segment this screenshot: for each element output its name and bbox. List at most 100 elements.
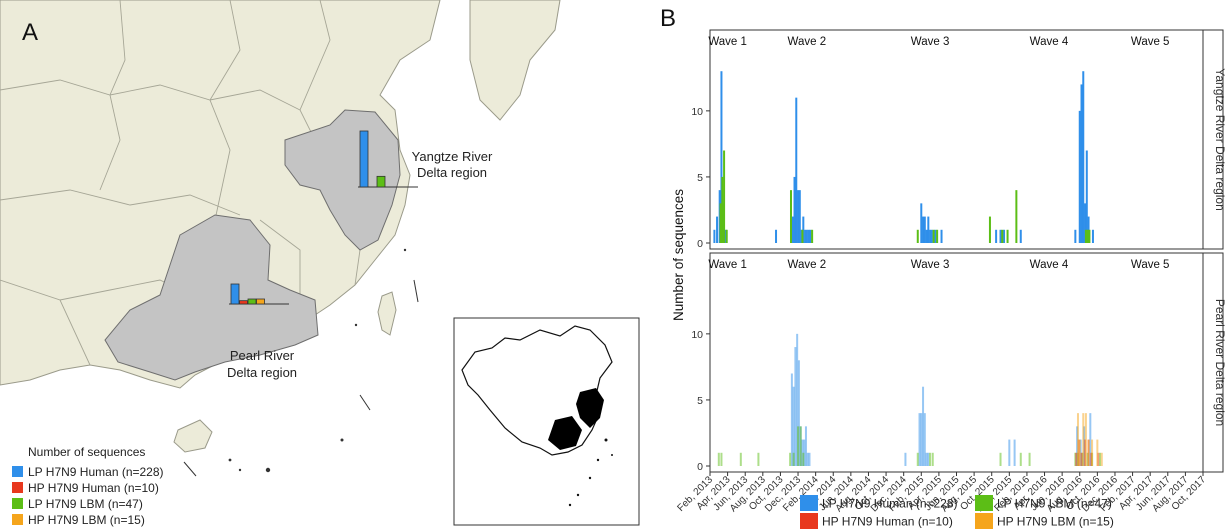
chart-legend-swatch	[800, 495, 818, 511]
data-bar	[1084, 229, 1087, 243]
chart-legend-label: LP H7N9 LBM (n=47)	[997, 497, 1112, 511]
data-bar	[1085, 150, 1088, 243]
data-bar	[802, 216, 805, 243]
data-bar	[1084, 203, 1087, 243]
data-bar	[925, 452, 928, 466]
wave-label: Wave 4	[1030, 259, 1069, 271]
data-bar	[1019, 452, 1022, 466]
data-bar	[927, 452, 930, 466]
data-bar	[934, 229, 937, 243]
wave-label: Wave 2	[788, 259, 827, 271]
chart-panel: B Number of sequences Yangtze River Delt…	[660, 5, 1225, 529]
data-bar	[936, 229, 939, 243]
data-bar	[922, 386, 925, 466]
data-bar	[923, 216, 926, 243]
wave-label: Wave 5	[1131, 259, 1170, 271]
data-bar	[1028, 452, 1031, 466]
data-bar	[791, 216, 794, 243]
map-legend-swatch	[12, 466, 23, 477]
data-bar	[723, 150, 726, 243]
data-bar	[795, 97, 798, 244]
chart-legend-swatch	[975, 513, 993, 529]
data-bar	[1001, 229, 1004, 243]
data-bar	[1087, 439, 1090, 466]
data-bar	[804, 426, 807, 466]
data-bar	[1078, 439, 1081, 466]
data-bar	[804, 229, 807, 243]
wave-label: Wave 3	[911, 36, 950, 48]
data-bar	[999, 452, 1002, 466]
data-bar	[797, 360, 800, 466]
panel-b-letter: B	[660, 5, 676, 32]
data-bar	[794, 347, 797, 466]
chart-legend-label: LP H7N9 Human (n=228)	[822, 497, 958, 511]
data-bar	[790, 373, 793, 466]
data-bar	[1096, 439, 1099, 466]
chart-facets: Yangtze River Delta region 0 5 10 Wave 1 Wave…	[691, 29, 1225, 473]
data-bar	[717, 452, 720, 466]
data-bar	[811, 229, 814, 243]
data-bar	[720, 452, 723, 466]
data-bar	[1086, 229, 1089, 243]
map-legend-items: LP H7N9 Human (n=228) HP H7N9 Human (n=10…	[12, 465, 164, 527]
region-bar	[247, 298, 257, 305]
data-bar	[932, 229, 935, 243]
region-yangtze	[284, 109, 401, 251]
region-pearl	[104, 214, 319, 381]
data-bar	[1074, 229, 1077, 243]
chart-legend-swatch	[975, 495, 993, 511]
inset-map	[453, 317, 640, 526]
data-bar	[1080, 84, 1083, 243]
wave-label: Wave 5	[1131, 36, 1170, 48]
map-legend-label: HP H7N9 Human (n=10)	[28, 481, 159, 495]
map-legend: Number of sequences LP H7N9 Human (n=228…	[12, 445, 164, 527]
data-bar	[809, 229, 812, 243]
data-bar	[1078, 110, 1081, 243]
land-korea	[469, 0, 561, 121]
data-bar	[725, 229, 728, 243]
y-tick-label: 0	[697, 461, 703, 473]
data-bar	[1082, 413, 1085, 466]
data-bar	[927, 216, 930, 243]
data-bar	[719, 203, 722, 243]
data-bar	[1008, 439, 1011, 466]
chart-legend-swatch	[800, 513, 818, 529]
facet-strip-box	[1202, 252, 1224, 473]
data-bar	[1015, 190, 1018, 243]
region-bar	[239, 300, 248, 305]
data-bar	[1003, 229, 1006, 243]
data-bar	[1089, 413, 1092, 466]
data-bar	[1006, 229, 1009, 243]
data-bar	[789, 190, 792, 243]
data-bar	[1013, 439, 1016, 466]
map-legend-title: Number of sequences	[28, 445, 145, 459]
data-bar	[931, 452, 934, 466]
facet-frame	[709, 252, 1204, 473]
data-bar	[720, 71, 723, 243]
facet-panel: Pearl River Delta region 0 5 10 Wave 1 Wave 2…	[691, 252, 1225, 473]
coastal-islands	[228, 248, 407, 473]
data-bar	[797, 426, 800, 466]
wave-label: Wave 2	[788, 36, 827, 48]
facet-strip-box	[1202, 29, 1224, 250]
y-tick-label: 10	[691, 329, 703, 341]
inset-yangtze-fill	[576, 388, 604, 428]
data-bar	[916, 452, 919, 466]
land-hainan	[173, 419, 213, 453]
data-bar	[798, 190, 801, 243]
data-bar	[923, 413, 926, 466]
data-bar	[916, 229, 919, 243]
data-bar	[922, 216, 925, 243]
chart-legend-label: HP H7N9 Human (n=10)	[822, 515, 953, 529]
facet-panel: Yangtze River Delta region 0 5 10 Wave 1 Wave…	[691, 29, 1225, 250]
data-bar	[775, 229, 778, 243]
data-bar	[792, 386, 795, 466]
inset-pearl-fill	[548, 416, 582, 450]
data-bar	[801, 229, 804, 243]
wave-label: Wave 3	[911, 259, 950, 271]
region-label-pearl-line2: Delta region	[227, 365, 297, 380]
wave-label: Wave 1	[708, 36, 747, 48]
region-label-pearl-line1: Pearl River	[230, 348, 295, 363]
chart-legend-label: HP H7N9 LBM (n=15)	[997, 515, 1114, 529]
